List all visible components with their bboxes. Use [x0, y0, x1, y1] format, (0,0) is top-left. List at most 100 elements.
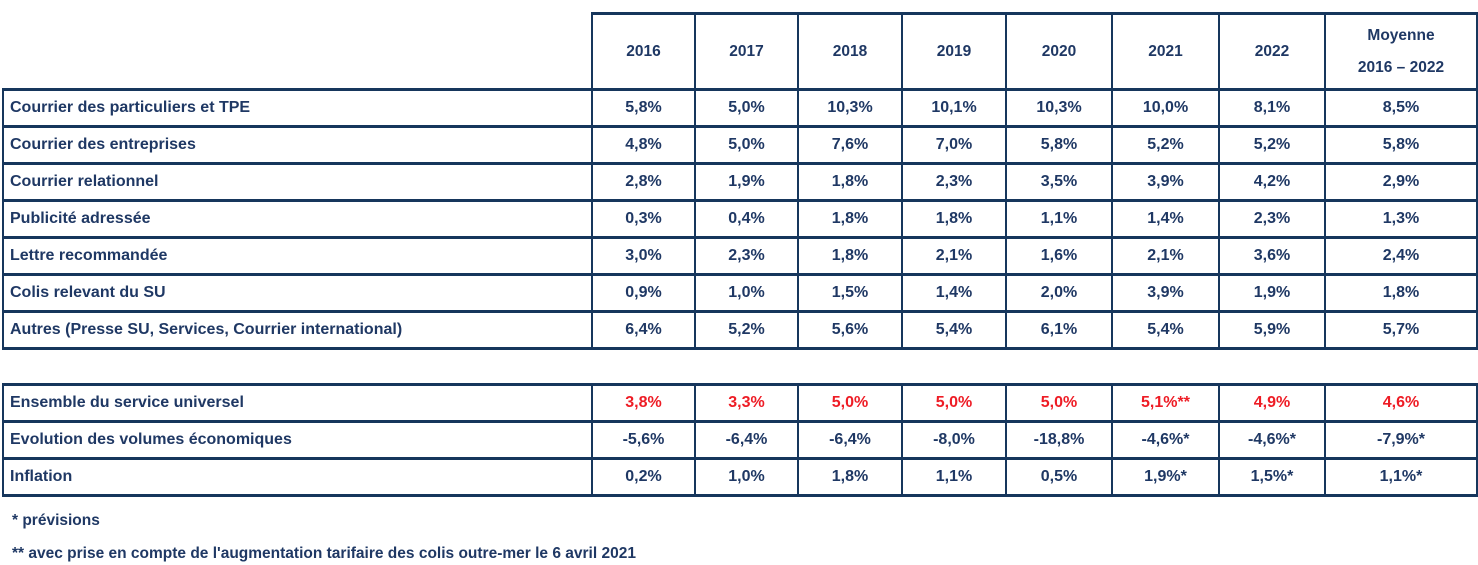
row-label: Ensemble du service universel	[2, 383, 593, 423]
evolution-table: 2016 2017 2018 2019 2020 2021 2022 Moyenne 201…	[2, 12, 1478, 350]
year-header: 2017	[694, 12, 799, 91]
value-cell: -6,4%	[694, 420, 799, 460]
value-cell: 10,1%	[901, 88, 1007, 128]
value-cell: 5,8%	[1005, 125, 1113, 165]
value-cell: 1,8%	[797, 457, 903, 497]
value-cell: 3,6%	[1218, 236, 1326, 276]
value-cell: 4,2%	[1218, 162, 1326, 202]
value-cell: 5,0%	[901, 383, 1007, 423]
value-cell: 1,8%	[797, 199, 903, 239]
value-cell: 2,9%	[1324, 162, 1478, 202]
row-label: Evolution des volumes économiques	[2, 420, 593, 460]
value-cell: 1,4%	[901, 273, 1007, 313]
header-row: 2016 2017 2018 2019 2020 2021 2022 Moyenne 201…	[3, 12, 1478, 91]
value-cell: 2,1%	[901, 236, 1007, 276]
value-cell: 1,5%*	[1218, 457, 1326, 497]
table-row: Courrier relationnel 2,8% 1,9% 1,8% 2,3% 3,5%…	[2, 162, 1478, 202]
value-cell: 1,6%	[1005, 236, 1113, 276]
value-cell: -5,6%	[591, 420, 696, 460]
value-cell: 3,3%	[694, 383, 799, 423]
value-cell: 5,8%	[1324, 125, 1478, 165]
year-header: 2019	[901, 12, 1007, 91]
value-cell: 6,4%	[591, 310, 696, 350]
value-cell: 5,6%	[797, 310, 903, 350]
summary-table-body: Ensemble du service universel 3,8% 3,3% 5,0…	[2, 383, 1478, 497]
table-row: Courrier des entreprises 4,8% 5,0% 7,6% 7,0%…	[2, 125, 1478, 165]
value-cell: 7,6%	[797, 125, 903, 165]
value-cell: 5,8%	[591, 88, 696, 128]
value-cell: 3,0%	[591, 236, 696, 276]
value-cell: 1,0%	[694, 457, 799, 497]
value-cell: 1,1%	[901, 457, 1007, 497]
value-cell: 1,8%	[901, 199, 1007, 239]
value-cell: 1,5%	[797, 273, 903, 313]
value-cell: 6,1%	[1005, 310, 1113, 350]
value-cell: 1,3%	[1324, 199, 1478, 239]
value-cell: 7,0%	[901, 125, 1007, 165]
value-cell: -18,8%	[1005, 420, 1113, 460]
value-cell: 8,5%	[1324, 88, 1478, 128]
row-label: Inflation	[2, 457, 593, 497]
row-label: Courrier relationnel	[2, 162, 593, 202]
row-label: Autres (Presse SU, Services, Courrier in…	[2, 310, 593, 350]
value-cell: 2,1%	[1111, 236, 1220, 276]
value-cell: 8,1%	[1218, 88, 1326, 128]
value-cell: 5,4%	[1111, 310, 1220, 350]
value-cell: 5,7%	[1324, 310, 1478, 350]
value-cell: -4,6%*	[1111, 420, 1220, 460]
value-cell: 5,0%	[1005, 383, 1113, 423]
value-cell: 5,4%	[901, 310, 1007, 350]
value-cell: 5,2%	[1111, 125, 1220, 165]
value-cell: 3,5%	[1005, 162, 1113, 202]
value-cell: 4,6%	[1324, 383, 1478, 423]
value-cell: 1,9%	[1218, 273, 1326, 313]
value-cell: 3,8%	[591, 383, 696, 423]
value-cell: 1,1%	[1005, 199, 1113, 239]
value-cell: 1,8%	[797, 162, 903, 202]
summary-table: Ensemble du service universel 3,8% 3,3% 5,0…	[2, 383, 1478, 497]
value-cell: 5,0%	[797, 383, 903, 423]
value-cell: 1,9%*	[1111, 457, 1220, 497]
value-cell: 0,3%	[591, 199, 696, 239]
value-cell: 2,4%	[1324, 236, 1478, 276]
value-cell: 2,3%	[901, 162, 1007, 202]
value-cell: -8,0%	[901, 420, 1007, 460]
year-header: 2022	[1218, 12, 1326, 91]
year-header: 2020	[1005, 12, 1113, 91]
value-cell: 0,2%	[591, 457, 696, 497]
row-label: Publicité adressée	[2, 199, 593, 239]
table-row: Courrier des particuliers et TPE 5,8% 5,0%…	[2, 88, 1478, 128]
value-cell: 5,9%	[1218, 310, 1326, 350]
value-cell: 3,9%	[1111, 273, 1220, 313]
moyenne-header-line2: 2016 – 2022	[1357, 58, 1445, 76]
row-label: Courrier des particuliers et TPE	[2, 88, 593, 128]
year-header: 2016	[591, 12, 696, 91]
table-row: Evolution des volumes économiques -5,6% -6…	[2, 420, 1478, 460]
value-cell: 4,8%	[591, 125, 696, 165]
value-cell: -4,6%*	[1218, 420, 1326, 460]
value-cell: 1,9%	[694, 162, 799, 202]
footnotes: * prévisions ** avec prise en compte de …	[2, 512, 1476, 563]
year-header: 2021	[1111, 12, 1220, 91]
year-header: 2018	[797, 12, 903, 91]
value-cell: 10,3%	[1005, 88, 1113, 128]
value-cell: 0,9%	[591, 273, 696, 313]
row-label: Colis relevant du SU	[2, 273, 593, 313]
table-row: Colis relevant du SU 0,9% 1,0% 1,5% 1,4% 2,0%…	[2, 273, 1478, 313]
value-cell: 1,0%	[694, 273, 799, 313]
value-cell: 2,3%	[1218, 199, 1326, 239]
value-cell: 10,0%	[1111, 88, 1220, 128]
table-row: Inflation 0,2% 1,0% 1,8% 1,1% 0,5% 1,9%* 1,5%* 1…	[2, 457, 1478, 497]
row-label: Courrier des entreprises	[2, 125, 593, 165]
value-cell: 4,9%	[1218, 383, 1326, 423]
value-cell: 1,1%*	[1324, 457, 1478, 497]
moyenne-header: Moyenne 2016 – 2022	[1324, 12, 1478, 91]
value-cell: 0,5%	[1005, 457, 1113, 497]
row-label: Lettre recommandée	[2, 236, 593, 276]
table-row: Publicité adressée 0,3% 0,4% 1,8% 1,8% 1,1% 1,…	[2, 199, 1478, 239]
value-cell: 2,3%	[694, 236, 799, 276]
value-cell: 0,4%	[694, 199, 799, 239]
value-cell: 1,8%	[797, 236, 903, 276]
evolution-table-body: Courrier des particuliers et TPE 5,8% 5,0%…	[2, 88, 1478, 350]
